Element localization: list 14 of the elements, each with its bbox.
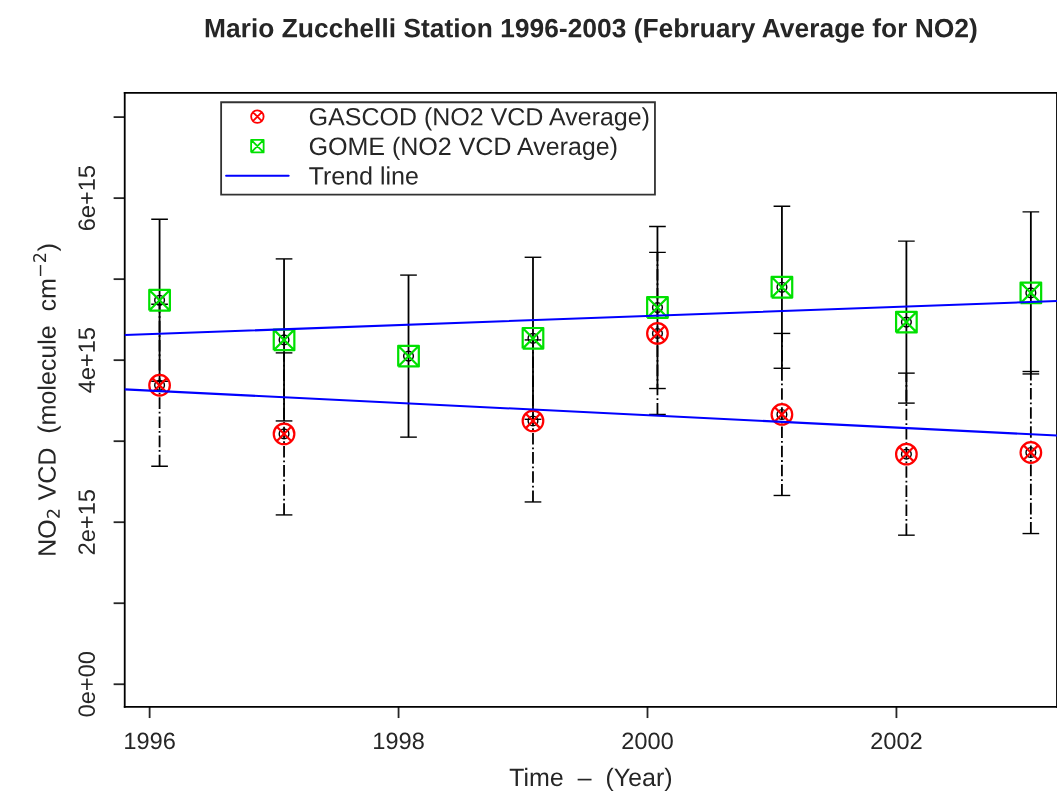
legend-label: Trend line: [309, 166, 418, 185]
y-tick-label: 6e+15: [78, 165, 96, 231]
y-tick-label: 2e+15: [78, 490, 96, 555]
x-tick-label: 2000: [622, 732, 673, 750]
x-tick-label: 2002: [871, 732, 922, 750]
y-tick-label: 0e+00: [78, 652, 96, 717]
y-tick-label: 4e+15: [78, 328, 96, 393]
legend-label: GASCOD (NO2 VCD Average): [309, 107, 649, 131]
x-tick-label: 1996: [125, 732, 175, 750]
x-axis-title: Time – (Year): [509, 767, 672, 792]
chart-title: Mario Zucchelli Station 1996-2003 (February Average for NO2): [205, 18, 977, 43]
x-tick-label: 1998: [374, 732, 424, 750]
y-axis-title: NO$_{2}$ VCD (molecule cm$^{−2}$): [33, 244, 61, 555]
legend-label: GOME (NO2 VCD Average): [309, 136, 617, 161]
